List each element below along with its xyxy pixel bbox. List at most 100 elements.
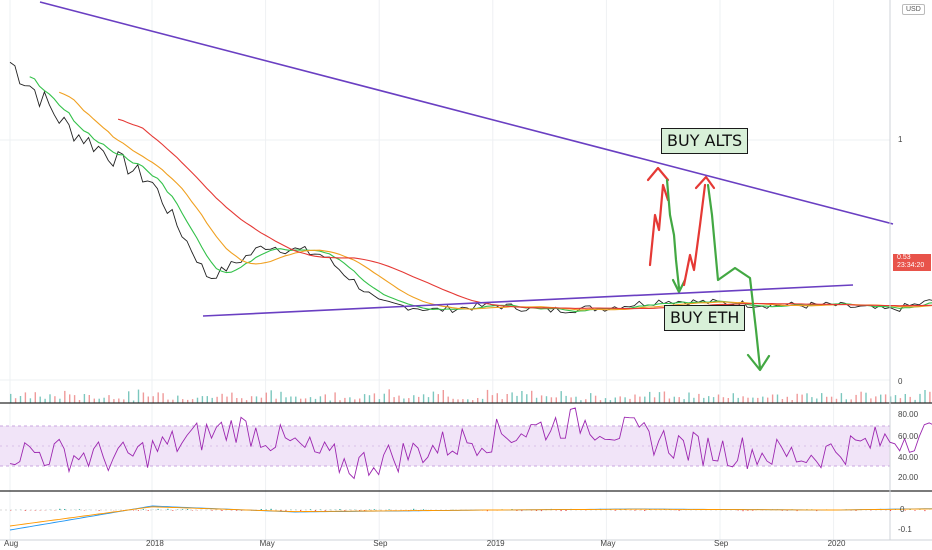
- volume-bar: [44, 398, 46, 403]
- volume-bar: [59, 398, 61, 403]
- macd-histogram-bar: [182, 509, 184, 510]
- macd-histogram-bar: [924, 510, 926, 512]
- time-label: May: [600, 539, 615, 548]
- macd-histogram-bar: [634, 510, 636, 511]
- volume-bar: [236, 398, 238, 403]
- rsi-tick-80: 80.00: [898, 410, 919, 419]
- macd-histogram-bar: [211, 510, 213, 511]
- volume-bar: [29, 398, 32, 403]
- volume-bar: [894, 395, 897, 403]
- macd-histogram-bar: [644, 510, 646, 511]
- volume-bar: [649, 391, 651, 403]
- buy-eth-annotation[interactable]: BUY ETH: [664, 305, 746, 331]
- volume-bar: [811, 397, 813, 403]
- macd-histogram-bar: [64, 509, 66, 510]
- volume-bar: [535, 397, 538, 403]
- macd-histogram-bar: [368, 509, 370, 510]
- volume-bar: [191, 399, 194, 403]
- macd-histogram-bar: [83, 510, 85, 511]
- volume-bar: [663, 391, 666, 403]
- volume-bar: [344, 397, 346, 403]
- volume-bar: [501, 399, 503, 403]
- macd-histogram-bar: [280, 510, 282, 512]
- macd-histogram-bar: [270, 508, 272, 510]
- volume-bar: [363, 394, 366, 403]
- volume-bar: [216, 396, 218, 403]
- volume-bar: [678, 397, 680, 403]
- macd-histogram-bar: [560, 510, 562, 512]
- macd-histogram-bar: [531, 510, 533, 511]
- macd-histogram-bar: [850, 510, 852, 511]
- volume-bar: [516, 395, 518, 403]
- macd-histogram-bar: [314, 510, 316, 512]
- volume-bar: [629, 398, 631, 403]
- macd-histogram-bar: [132, 510, 135, 511]
- volume-bar: [786, 396, 788, 403]
- volume-bar: [747, 397, 749, 403]
- macd-histogram-bar: [855, 510, 857, 511]
- volume-bar: [290, 396, 292, 403]
- volume-bar: [580, 400, 582, 403]
- volume-bar: [295, 396, 297, 403]
- volume-bar: [904, 394, 906, 403]
- macd-histogram-bar: [516, 510, 518, 511]
- macd-histogram-bar: [187, 509, 189, 510]
- volume-bar: [98, 398, 100, 403]
- arrowhead-down-2: [746, 353, 771, 372]
- volume-bar: [152, 396, 154, 403]
- volume-bar: [196, 397, 199, 403]
- macd-histogram-bar: [285, 510, 287, 511]
- volume-bar: [437, 394, 439, 403]
- macd-histogram-bar: [147, 510, 149, 511]
- volume-bar: [73, 395, 76, 403]
- volume-bar: [88, 395, 90, 403]
- currency-button[interactable]: USD: [902, 4, 925, 15]
- macd-histogram-bar: [786, 510, 788, 511]
- volume-bar: [427, 397, 430, 403]
- macd-histogram-bar: [614, 510, 616, 511]
- volume-bar: [919, 393, 921, 403]
- projection-down-1: [665, 178, 681, 290]
- volume-bar: [187, 399, 189, 403]
- volume-bar: [378, 399, 381, 403]
- volume-bar: [319, 396, 322, 403]
- volume-bar: [118, 398, 120, 403]
- volume-bar: [280, 391, 282, 403]
- time-axis: Aug2018MaySep2019MaySep2020MaySep2021May…: [4, 539, 846, 548]
- volume-bar: [334, 392, 336, 403]
- macd-histogram-bar: [324, 510, 326, 511]
- volume-bar: [757, 397, 759, 403]
- ma-fast-line: [29, 76, 932, 313]
- volume-bar: [162, 393, 164, 403]
- volume-bar: [791, 400, 793, 403]
- macd-histogram-bar: [34, 510, 36, 511]
- buy-alts-annotation[interactable]: BUY ALTS: [661, 128, 749, 154]
- volume-bar: [69, 394, 71, 403]
- macd-histogram-bar: [172, 510, 174, 511]
- macd-histogram-bar: [904, 510, 906, 511]
- volume-bar: [182, 399, 184, 403]
- volume-bar: [113, 399, 115, 403]
- volume-bar: [639, 396, 641, 403]
- macd-histogram-bar: [59, 508, 61, 510]
- volume-bar: [909, 396, 911, 403]
- volume-bar: [889, 396, 892, 403]
- time-label: Aug: [4, 539, 18, 548]
- macd-histogram-bar: [142, 509, 144, 510]
- volume-bar: [880, 394, 882, 403]
- trendlines[interactable]: [39, 1, 894, 317]
- volume-bar: [413, 395, 415, 403]
- macd-histogram-bar: [177, 509, 179, 510]
- last-price-value: 0.53: [897, 254, 911, 261]
- volume-bar: [452, 398, 454, 403]
- arrowhead-up-1: [646, 166, 670, 182]
- volume-bar: [683, 399, 685, 403]
- volume-bar: [590, 393, 592, 403]
- macd-histogram-bar: [747, 510, 749, 511]
- volume-bar: [260, 397, 263, 403]
- macd-histogram-bar: [413, 508, 415, 510]
- volume-bar: [511, 392, 513, 403]
- volume-bar: [270, 390, 272, 403]
